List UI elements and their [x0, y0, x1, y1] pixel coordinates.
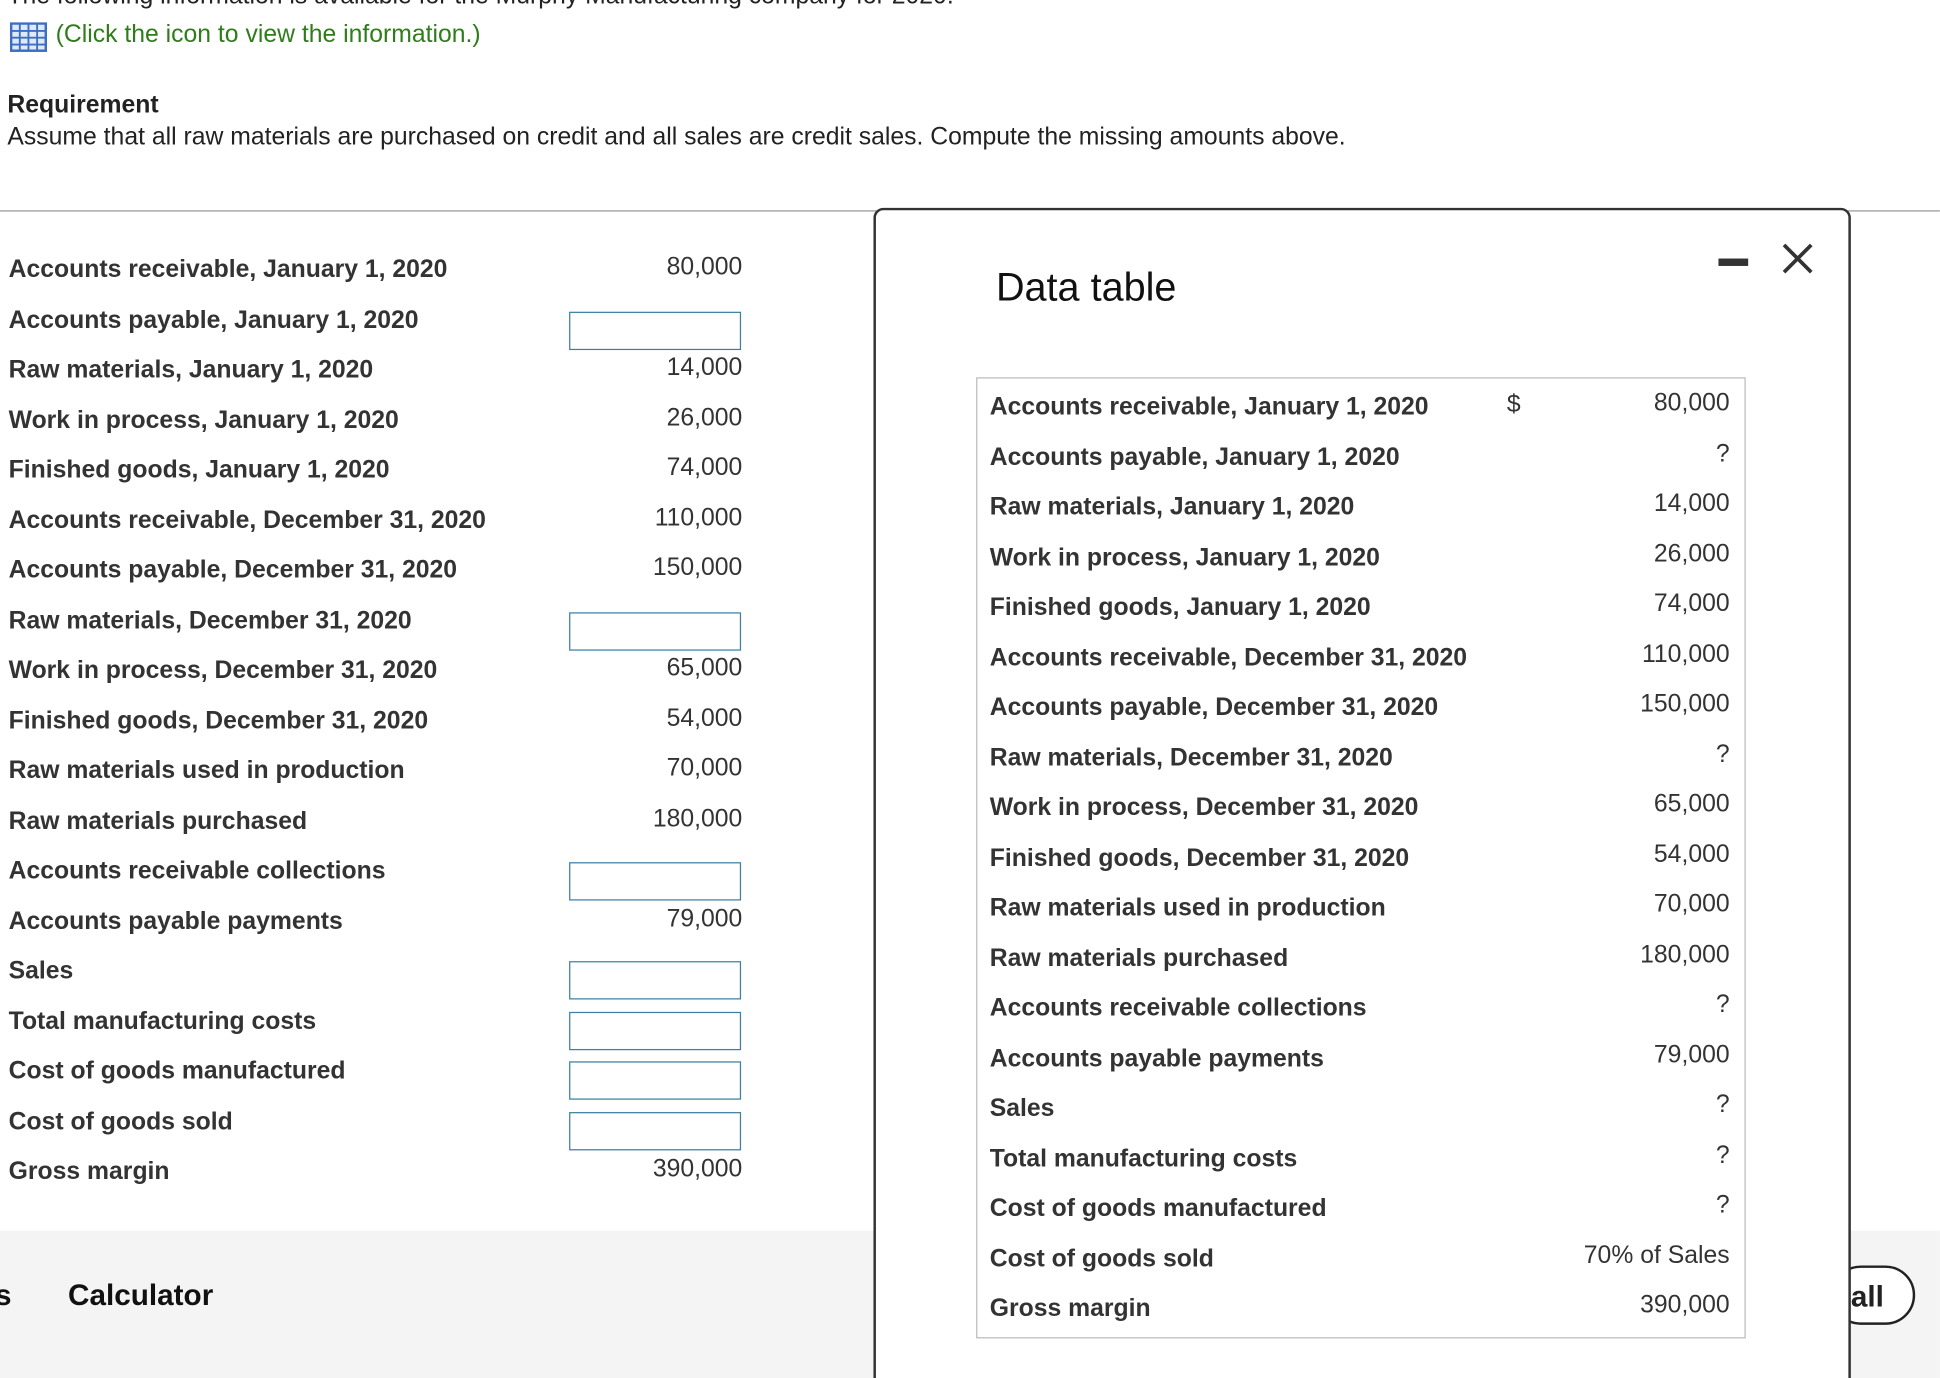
table-value: 390,000 — [1640, 1291, 1730, 1319]
table-value: 79,000 — [1653, 1040, 1730, 1069]
table-value: ? — [1715, 439, 1730, 467]
currency-symbol: $ — [1506, 390, 1521, 419]
table-label: Accounts payable payments — [989, 1044, 1324, 1072]
row-value: 74,000 — [666, 453, 743, 482]
info-link[interactable]: (Click the icon to view the information.… — [55, 21, 481, 49]
table-label: Accounts receivable collections — [989, 994, 1367, 1022]
table-value: ? — [1715, 1091, 1730, 1119]
row-label: Raw materials purchased — [8, 807, 308, 835]
requirement-title: Requirement — [7, 91, 159, 119]
answer-input[interactable] — [569, 1061, 742, 1100]
answer-input[interactable] — [569, 862, 742, 901]
row-label: Raw materials, January 1, 2020 — [8, 356, 374, 384]
row-label: Accounts receivable, January 1, 2020 — [8, 256, 448, 284]
table-value: 150,000 — [1640, 690, 1730, 718]
row-label: Gross margin — [8, 1157, 170, 1186]
table-label: Raw materials, January 1, 2020 — [989, 493, 1355, 521]
table-value: 65,000 — [1653, 790, 1730, 818]
table-value: 54,000 — [1653, 840, 1730, 868]
row-label: Cost of goods manufactured — [8, 1057, 346, 1085]
table-value: 26,000 — [1653, 539, 1730, 568]
answer-input[interactable] — [569, 961, 742, 1000]
row-value: 80,000 — [666, 253, 743, 281]
table-value: 70,000 — [1653, 890, 1730, 918]
table-label: Total manufacturing costs — [989, 1144, 1298, 1173]
row-value: 150,000 — [652, 554, 743, 582]
row-value: 14,000 — [666, 353, 743, 381]
table-value: 180,000 — [1640, 940, 1730, 968]
requirement-text: Assume that all raw materials are purcha… — [7, 123, 1346, 151]
intro-text: The following information is available f… — [7, 0, 953, 11]
row-label: Work in process, January 1, 2020 — [8, 406, 399, 434]
answer-input[interactable] — [569, 1111, 742, 1150]
row-label: Accounts payable, December 31, 2020 — [8, 556, 458, 584]
row-label: Finished goods, January 1, 2020 — [8, 456, 390, 484]
data-table — [976, 377, 1746, 1339]
table-value: ? — [1715, 1141, 1730, 1169]
table-label: Work in process, December 31, 2020 — [989, 794, 1419, 822]
table-label: Finished goods, December 31, 2020 — [989, 844, 1410, 872]
row-label: Accounts receivable collections — [8, 857, 386, 885]
row-label: Total manufacturing costs — [8, 1007, 317, 1035]
popup — [873, 207, 1851, 1378]
table-label: Accounts receivable, January 1, 2020 — [989, 393, 1429, 421]
row-label: Sales — [8, 957, 74, 985]
row-value: 65,000 — [666, 654, 743, 682]
row-value: 390,000 — [652, 1155, 743, 1183]
close-button[interactable] — [1779, 240, 1816, 277]
table-value: 80,000 — [1653, 389, 1730, 417]
table-label: Gross margin — [989, 1295, 1151, 1323]
table-icon[interactable] — [9, 22, 48, 52]
row-label: Work in process, December 31, 2020 — [8, 656, 438, 685]
row-label: Raw materials, December 31, 2020 — [8, 606, 412, 634]
row-value: 79,000 — [666, 904, 743, 933]
row-value: 26,000 — [666, 403, 743, 432]
table-value: ? — [1715, 990, 1730, 1019]
table-label: Work in process, January 1, 2020 — [989, 543, 1380, 571]
row-label: Finished goods, December 31, 2020 — [8, 706, 429, 735]
table-value: ? — [1715, 740, 1730, 768]
table-value: 110,000 — [1641, 640, 1730, 668]
table-label: Sales — [989, 1094, 1055, 1122]
table-value: 14,000 — [1653, 489, 1730, 518]
row-value: 70,000 — [666, 754, 743, 782]
toolbar-item[interactable]: s — [0, 1279, 12, 1314]
table-label: Cost of goods manufactured — [989, 1194, 1327, 1223]
table-label: Accounts payable, December 31, 2020 — [989, 693, 1439, 722]
row-label: Cost of goods sold — [8, 1107, 233, 1135]
row-value: 54,000 — [666, 704, 743, 732]
table-value: 70% of Sales — [1583, 1241, 1730, 1269]
minimize-button[interactable] — [1718, 258, 1749, 266]
row-label: Accounts payable, January 1, 2020 — [8, 306, 419, 334]
table-label: Raw materials purchased — [989, 944, 1289, 972]
table-value: ? — [1715, 1191, 1730, 1219]
row-label: Raw materials used in production — [8, 757, 405, 785]
table-label: Raw materials, December 31, 2020 — [989, 744, 1393, 772]
popup-title: Data table — [995, 264, 1177, 310]
table-label: Cost of goods sold — [989, 1245, 1214, 1273]
row-value: 110,000 — [654, 504, 743, 532]
table-label: Finished goods, January 1, 2020 — [989, 593, 1371, 621]
answer-input[interactable] — [569, 1011, 742, 1050]
row-label: Accounts receivable, December 31, 2020 — [8, 506, 486, 534]
answer-input[interactable] — [569, 611, 742, 651]
table-label: Raw materials used in production — [989, 894, 1386, 922]
table-label: Accounts payable, January 1, 2020 — [989, 443, 1400, 471]
table-label: Accounts receivable, December 31, 2020 — [989, 643, 1468, 672]
row-label: Accounts payable payments — [8, 907, 343, 935]
calculator-button[interactable]: Calculator — [68, 1279, 214, 1313]
table-value: 74,000 — [1653, 590, 1730, 618]
answer-input[interactable] — [569, 311, 742, 350]
row-value: 180,000 — [652, 804, 743, 832]
